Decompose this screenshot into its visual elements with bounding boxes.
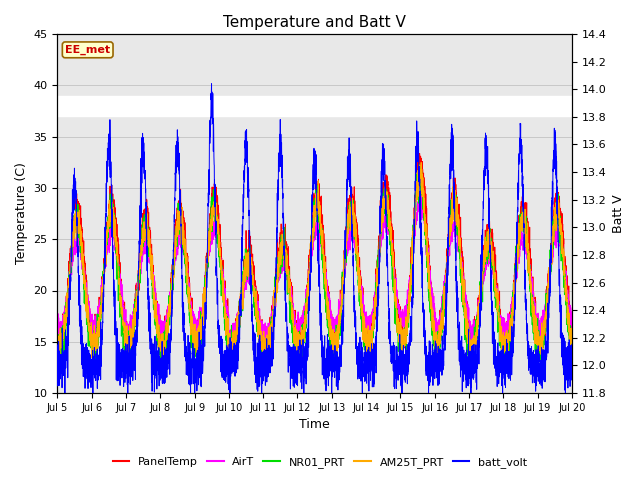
Bar: [58, 96, 572, 116]
X-axis label: Time: Time: [300, 419, 330, 432]
Y-axis label: Batt V: Batt V: [612, 194, 625, 233]
Legend: PanelTemp, AirT, NR01_PRT, AM25T_PRT, batt_volt: PanelTemp, AirT, NR01_PRT, AM25T_PRT, ba…: [108, 452, 532, 472]
Y-axis label: Temperature (C): Temperature (C): [15, 163, 28, 264]
Title: Temperature and Batt V: Temperature and Batt V: [223, 15, 406, 30]
Text: EE_met: EE_met: [65, 45, 110, 55]
